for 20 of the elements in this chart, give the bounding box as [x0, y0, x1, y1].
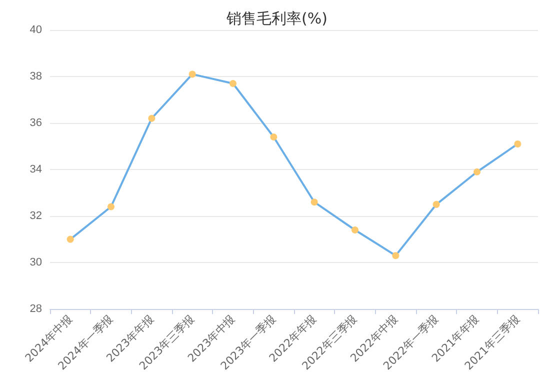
point: [148, 114, 156, 122]
y-tick-label: 36: [30, 117, 42, 130]
y-tick-label: 28: [30, 303, 42, 316]
y-tick-label: 34: [30, 164, 42, 176]
y-tick-label: 38: [30, 70, 42, 83]
y-tick-label: 32: [30, 210, 42, 222]
point: [310, 198, 318, 206]
chart-title: 销售毛利率(%): [226, 10, 328, 28]
point: [392, 252, 400, 260]
point: [230, 80, 236, 87]
point: [514, 140, 522, 148]
point: [432, 200, 440, 208]
y-tick-label: 40: [30, 24, 42, 36]
point: [188, 70, 196, 78]
point: [352, 226, 358, 234]
point: [66, 236, 74, 243]
point: [474, 168, 480, 176]
y-tick-label: 30: [30, 256, 42, 269]
point: [270, 133, 278, 140]
point: [108, 203, 114, 210]
